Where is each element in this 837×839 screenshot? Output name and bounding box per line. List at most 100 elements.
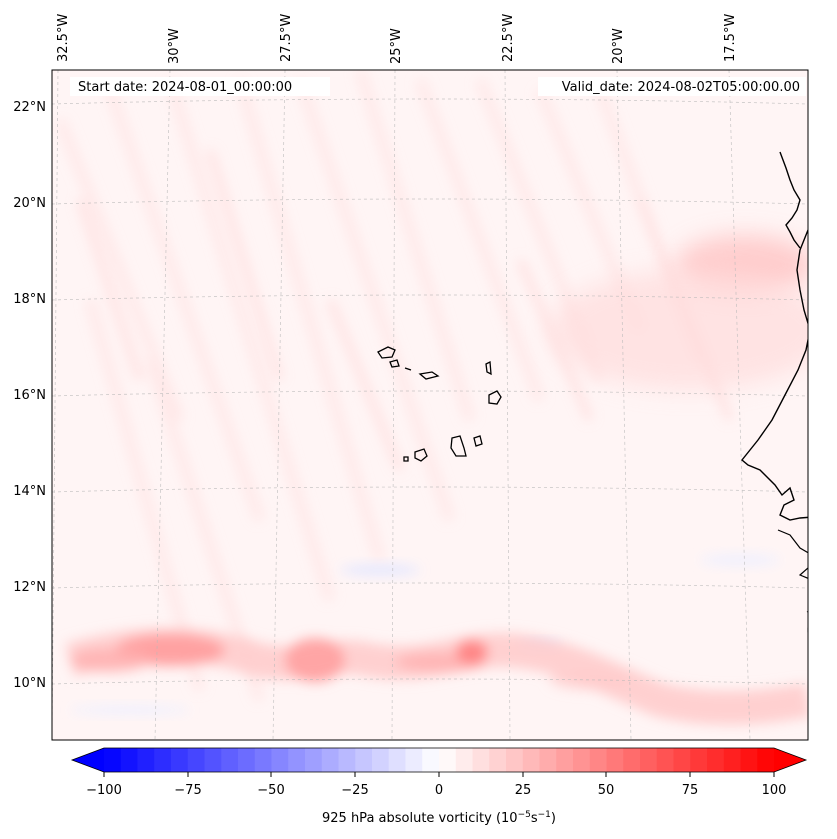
- coastline: [741, 229, 808, 614]
- colorbar-swatch: [539, 748, 557, 772]
- colorbar-tick-label: −100: [86, 783, 122, 798]
- island: [404, 367, 412, 371]
- colorbar-swatch: [288, 748, 306, 772]
- colorbar-swatch: [388, 748, 406, 772]
- colorbar-swatch: [656, 748, 674, 772]
- colorbar-label: 925 hPa absolute vorticity (10−5s−1): [322, 810, 556, 826]
- map-frame: [51, 69, 809, 741]
- colorbar-tick-label: 0: [435, 783, 443, 798]
- colorbar-tick-labels: −100 −75 −50 −25 0 25 50 75 100: [86, 783, 786, 798]
- cape-verde-islands: [377, 346, 502, 462]
- coastal-vorticity-region: [550, 270, 808, 390]
- colorbar-swatch: [355, 748, 373, 772]
- colorbar-swatch: [455, 748, 473, 772]
- lon-label: 32.5°W: [56, 14, 71, 62]
- latitude-labels: 22°N 20°N 18°N 16°N 14°N 12°N 10°N: [13, 100, 46, 691]
- lat-label: 12°N: [13, 580, 46, 595]
- colorbar-swatch: [707, 748, 725, 772]
- colorbar-swatch: [422, 748, 440, 772]
- graticule: [52, 70, 808, 740]
- lon-label: 20°W: [611, 28, 626, 64]
- colorbar-swatch: [640, 748, 658, 772]
- colorbar-swatch: [321, 748, 339, 772]
- colorbar-swatch: [439, 748, 457, 772]
- colorbar-swatch: [137, 748, 155, 772]
- colorbar-swatch: [221, 748, 239, 772]
- colorbar-swatch: [723, 748, 741, 772]
- colorbar-swatch: [556, 748, 574, 772]
- colorbar-swatch: [305, 748, 323, 772]
- valid-date-box: [538, 77, 806, 96]
- lon-label: 17.5°W: [723, 14, 738, 62]
- start-date-label: Start date: 2024-08-01_00:00:00: [78, 80, 292, 95]
- lat-label: 10°N: [13, 676, 46, 691]
- colorbar-swatch: [489, 748, 507, 772]
- colorbar-tick-label: 100: [762, 783, 787, 798]
- lat-label: 18°N: [13, 292, 46, 307]
- lon-label: 25°W: [389, 28, 404, 64]
- colorbar-swatch: [372, 748, 390, 772]
- colorbar-swatch: [204, 748, 222, 772]
- colorbar-swatch: [606, 748, 624, 772]
- lon-label: 22.5°W: [501, 14, 516, 62]
- colorbar-swatch: [690, 748, 708, 772]
- lat-label: 22°N: [13, 100, 46, 115]
- coastline-north: [779, 151, 801, 249]
- longitude-labels: 32.5°W 30°W 27.5°W 25°W 22.5°W 20°W 17.5…: [56, 14, 738, 64]
- colorbar-swatch: [238, 748, 256, 772]
- colorbar-tick-label: 50: [598, 783, 615, 798]
- island: [403, 456, 409, 462]
- colorbar-swatch: [472, 748, 490, 772]
- colorbar-swatch: [338, 748, 356, 772]
- colorbar-max-extension: [774, 748, 806, 772]
- colorbar-tick-label: −25: [341, 783, 368, 798]
- island: [414, 448, 428, 462]
- colorbar-swatch: [522, 748, 540, 772]
- start-date-box: [70, 77, 330, 96]
- colorbar-swatch: [757, 748, 775, 772]
- colorbar-min-extension: [72, 748, 104, 772]
- colorbar-tick-label: 75: [682, 783, 699, 798]
- colorbar: −100 −75 −50 −25 0 25 50 75 100 925 hPa …: [70, 747, 808, 826]
- negative-vorticity-patch: [700, 554, 780, 566]
- colorbar-tick-label: 25: [515, 783, 532, 798]
- colorbar-swatch: [154, 748, 172, 772]
- colorbar-swatch: [589, 748, 607, 772]
- colorbar-swatch: [120, 748, 138, 772]
- colorbar-tick-label: −50: [257, 783, 284, 798]
- negative-vorticity-patch: [340, 564, 420, 576]
- colorbar-tick-label: −75: [174, 783, 201, 798]
- lon-label: 27.5°W: [279, 14, 294, 62]
- colorbar-ticks: [103, 772, 775, 777]
- island: [485, 360, 492, 376]
- colorbar-swatch: [171, 748, 189, 772]
- island: [473, 435, 483, 447]
- colorbar-swatch: [573, 748, 591, 772]
- valid-date-label: Valid_date: 2024-08-02T05:00:00.00: [562, 80, 800, 95]
- island: [488, 390, 502, 405]
- map-panel: Start date: 2024-08-01_00:00:00 Valid_da…: [13, 14, 809, 741]
- colorbar-swatches: [104, 748, 775, 772]
- colorbar-swatch: [405, 748, 423, 772]
- colorbar-swatch: [673, 748, 691, 772]
- field-streaks: [55, 70, 734, 702]
- lat-label: 20°N: [13, 196, 46, 211]
- island: [807, 627, 808, 633]
- colorbar-swatch: [254, 748, 272, 772]
- negative-vorticity-patch: [70, 705, 190, 715]
- island: [450, 435, 467, 457]
- vorticity-field: [52, 70, 808, 740]
- lat-label: 14°N: [13, 484, 46, 499]
- lon-label: 30°W: [167, 28, 182, 64]
- island: [389, 359, 400, 368]
- colorbar-swatch: [104, 748, 122, 772]
- colorbar-swatch: [506, 748, 524, 772]
- colorbar-swatch: [271, 748, 289, 772]
- southern-vorticity-band: [65, 628, 808, 725]
- lat-label: 16°N: [13, 388, 46, 403]
- island: [418, 371, 440, 380]
- island: [377, 346, 396, 359]
- colorbar-swatch: [740, 748, 758, 772]
- colorbar-swatch: [187, 748, 205, 772]
